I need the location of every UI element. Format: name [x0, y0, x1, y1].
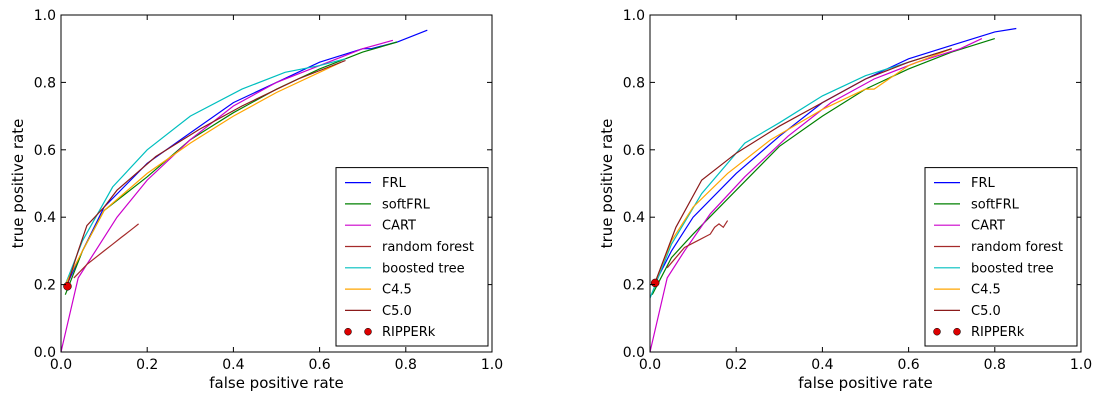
legend-label: random forest [971, 240, 1063, 255]
x-axis-label: false positive rate [798, 374, 933, 392]
series-line-c4.5 [64, 61, 342, 285]
y-tick-label: 0.8 [623, 75, 645, 91]
legend-label: CART [382, 219, 416, 234]
legend-swatch [364, 327, 372, 336]
series-line-cart [60, 39, 394, 353]
x-tick-label: 0.6 [897, 357, 919, 373]
y-tick-label: 0.2 [623, 278, 645, 294]
legend-label: RIPPERk [382, 325, 436, 340]
legend-swatch [344, 327, 352, 336]
y-tick-label: 0.8 [34, 75, 56, 91]
x-tick-label: 0.4 [222, 357, 244, 373]
x-tick-label: 0.0 [50, 357, 72, 373]
legend-label: C5.0 [971, 304, 1001, 319]
legend-label: boosted tree [382, 261, 465, 276]
plot-frame [649, 14, 1082, 353]
series-line-c5.0 [653, 48, 952, 285]
y-tick-label: 0.6 [623, 143, 645, 159]
roc-chart-left: 0.0 0.2 0.4 0.6 0.8 1.0 0.0 0.2 0.4 0.6 0.8 1.0 fals… [9, 8, 503, 392]
y-tick-label: 0.6 [34, 143, 56, 159]
y-tick-label: 1.0 [34, 8, 56, 24]
legend-label: FRL [382, 176, 407, 191]
y-tick-label: 1.0 [623, 8, 645, 24]
roc-chart-right: 0.0 0.2 0.4 0.6 0.8 1.0 0.0 0.2 0.4 0.6 0.8 1.0 fals… [598, 8, 1092, 392]
legend-label: C4.5 [971, 283, 1001, 298]
legend-box [924, 167, 1078, 347]
series-line-random-forest [73, 223, 139, 279]
y-tick-label: 0.2 [34, 278, 56, 294]
legend-label: RIPPERk [971, 325, 1025, 340]
series-line-boosted-tree [64, 58, 346, 285]
legend-label: FRL [971, 176, 996, 191]
x-tick-label: 0.2 [136, 357, 158, 373]
series-line-frl [65, 29, 428, 287]
legend-label: softFRL [971, 197, 1020, 212]
x-tick-label: 0.4 [811, 357, 833, 373]
y-tick-label: 0.4 [623, 210, 645, 226]
series-line-boosted-tree [649, 48, 952, 299]
x-tick-label: 0.8 [984, 357, 1006, 373]
x-tick-label: 0.8 [395, 357, 417, 373]
x-axis-label: false positive rate [209, 374, 344, 392]
legend-label: C4.5 [382, 283, 412, 298]
legend-label: C5.0 [382, 304, 412, 319]
legend-swatch [933, 327, 941, 336]
plot-frame [60, 14, 493, 353]
legend-label: CART [971, 219, 1005, 234]
legend-label: random forest [382, 240, 474, 255]
legend: FRL softFRL CART random forest boosted tree C… [335, 167, 489, 347]
legend-swatch [953, 327, 961, 336]
x-tick-label: 0.6 [308, 357, 330, 373]
data-point-ripperk [63, 282, 72, 291]
y-axis-label: true positive rate [9, 119, 27, 249]
series-line-c5.0 [66, 59, 346, 285]
data-point-ripperk [650, 278, 660, 288]
y-tick-label: 0.4 [34, 210, 56, 226]
series-line-cart [649, 38, 983, 353]
series-line-softfrl [651, 38, 995, 295]
y-axis-label: true positive rate [598, 119, 616, 249]
legend: FRL softFRL CART random forest boosted tree C… [924, 167, 1078, 347]
legend-label: softFRL [382, 197, 431, 212]
legend-label: boosted tree [971, 261, 1054, 276]
y-tick-label: 0.0 [34, 345, 56, 361]
x-tick-label: 0.2 [725, 357, 747, 373]
y-tick-label: 0.0 [623, 345, 645, 361]
x-tick-label: 1.0 [481, 357, 503, 373]
x-tick-label: 0.0 [639, 357, 661, 373]
legend-box [335, 167, 489, 347]
series-line-random-forest [666, 220, 729, 269]
series-line-c4.5 [653, 48, 952, 285]
x-tick-label: 1.0 [1070, 357, 1092, 373]
